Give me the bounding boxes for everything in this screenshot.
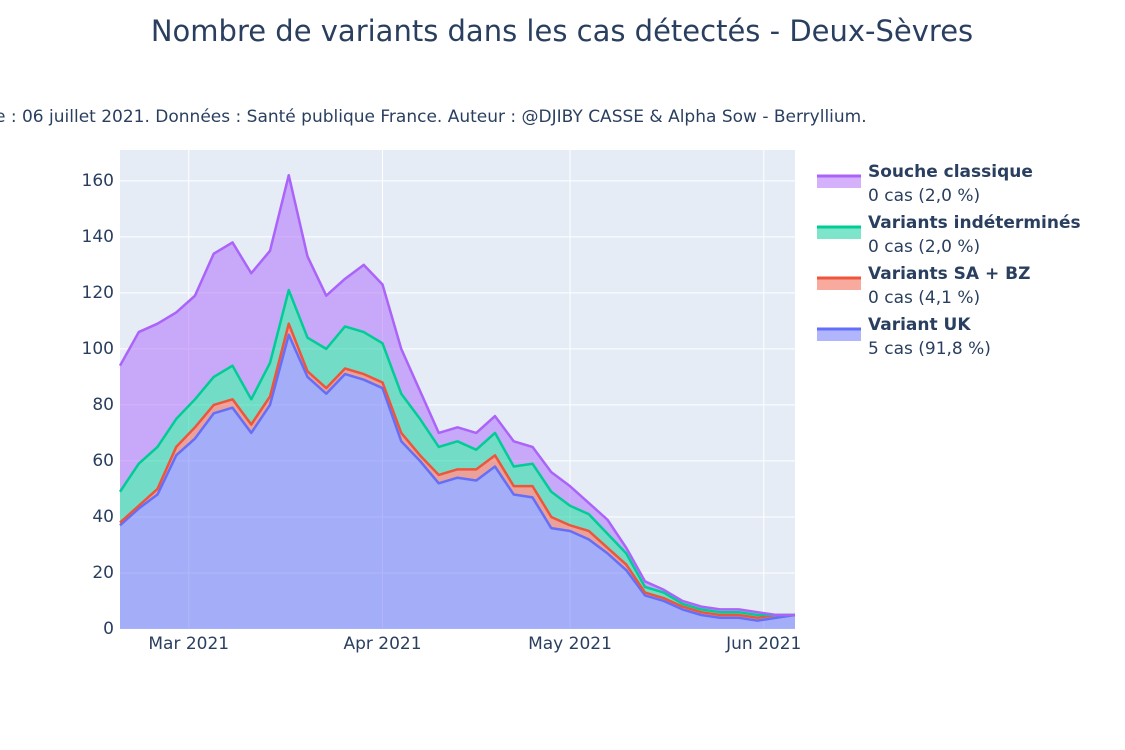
y-tick-label: 100 — [82, 339, 114, 359]
y-tick-label: 20 — [92, 563, 114, 583]
x-tick-label: Mar 2021 — [148, 634, 229, 654]
chart-title: Nombre de variants dans les cas détectés… — [151, 14, 973, 48]
legend-sublabel: 0 cas (2,0 %) — [868, 237, 980, 257]
y-tick-label: 140 — [82, 227, 114, 247]
x-tick-label: Apr 2021 — [343, 634, 421, 654]
x-tick-label: Jun 2021 — [725, 634, 801, 654]
area — [120, 175, 795, 615]
line — [118, 288, 795, 617]
area — [120, 323, 795, 621]
line — [118, 173, 795, 617]
y-tick-label: 0 — [103, 619, 114, 639]
chart-subtitle: e : 06 juillet 2021. Données : Santé pub… — [0, 107, 867, 127]
line — [119, 333, 796, 622]
legend-swatch — [817, 329, 861, 341]
legend-label: Variant UK — [868, 315, 971, 335]
area — [120, 334, 795, 629]
y-tick-label: 80 — [92, 395, 114, 415]
legend-label: Variants indéterminés — [868, 213, 1081, 233]
area — [120, 290, 795, 618]
legend-label: Variants SA + BZ — [868, 264, 1030, 284]
legend-swatch — [817, 227, 861, 239]
legend-label: Souche classique — [868, 162, 1033, 182]
legend-swatch — [817, 176, 861, 188]
y-tick-label: 160 — [82, 171, 114, 191]
legend-sublabel: 0 cas (4,1 %) — [868, 288, 980, 308]
legend-swatch — [817, 278, 861, 290]
y-tick-label: 40 — [92, 507, 114, 527]
legend-sublabel: 5 cas (91,8 %) — [868, 339, 991, 359]
x-tick-label: May 2021 — [528, 634, 612, 654]
legend-sublabel: 0 cas (2,0 %) — [868, 186, 980, 206]
line — [119, 322, 795, 620]
y-tick-label: 60 — [92, 451, 114, 471]
y-tick-label: 120 — [82, 283, 114, 303]
